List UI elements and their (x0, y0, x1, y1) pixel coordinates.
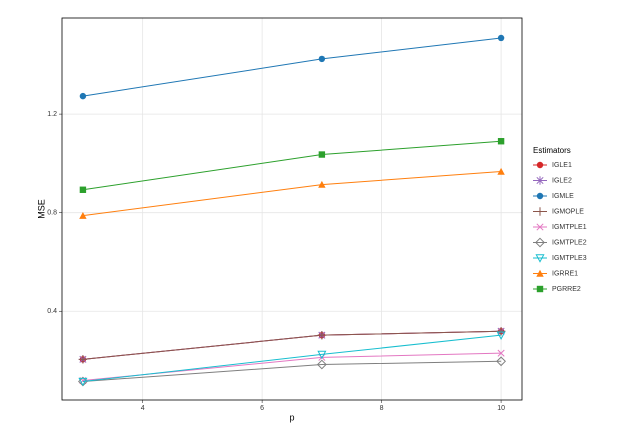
marker (318, 55, 326, 63)
legend-item: IGMTPLE3 (533, 254, 587, 263)
marker (497, 34, 505, 42)
legend-label: IGMOPLE (552, 208, 584, 215)
y-axis-title: MSE (36, 199, 46, 219)
x-axis-title: p (289, 412, 294, 422)
marker-shape (536, 192, 544, 200)
legend-item: PGRRE2 (533, 285, 581, 293)
marker (497, 167, 505, 175)
marker-shape (535, 254, 545, 263)
marker (496, 327, 506, 336)
marker (316, 359, 327, 370)
legend-item: IGMTPLE2 (533, 237, 587, 248)
legend-item: IGMOPLE (533, 207, 584, 216)
marker-shape (497, 34, 505, 42)
x-tick-label: 8 (380, 405, 384, 412)
legend-label: IGMTPLE2 (552, 239, 587, 246)
marker-shape (79, 186, 87, 193)
marker-shape (318, 151, 326, 158)
series-line (82, 360, 502, 383)
marker-shape (535, 207, 545, 216)
marker-shape (79, 211, 87, 219)
plot-frame (61, 17, 523, 401)
marker-shape (316, 359, 327, 370)
marker-shape (535, 237, 545, 248)
marker (497, 349, 505, 357)
marker-shape (317, 350, 327, 360)
marker (496, 331, 506, 340)
legend-item: IGLE1 (533, 161, 572, 169)
legend-title: Estimators (533, 146, 571, 155)
marker (78, 377, 88, 387)
marker (536, 269, 544, 277)
marker-shape (536, 269, 544, 277)
marker-shape (536, 223, 544, 231)
marker (535, 237, 545, 248)
legend-label: IGMLE (552, 193, 574, 200)
marker (535, 254, 545, 263)
legend-label: PGRRE2 (552, 286, 581, 293)
marker-shape (497, 138, 505, 145)
marker (535, 207, 545, 216)
x-tick-label: 6 (260, 405, 264, 412)
legend-item: IGLE2 (533, 176, 572, 185)
x-tick-label: 4 (141, 405, 145, 412)
marker-shape (535, 176, 545, 185)
legend-label: IGLE1 (552, 162, 572, 169)
legend-label: IGMTPLE1 (552, 224, 587, 231)
marker-shape (496, 327, 506, 336)
marker (535, 176, 545, 185)
marker-shape (497, 167, 505, 175)
y-tick-label: 1.2 (47, 111, 57, 118)
marker (79, 186, 87, 193)
marker-shape (78, 377, 88, 387)
marker-shape (318, 55, 326, 63)
legend-item: IGMLE (533, 192, 574, 200)
marker-shape (317, 330, 327, 340)
marker (536, 161, 544, 169)
marker-shape (78, 355, 88, 364)
x-tick-label: 10 (497, 405, 505, 412)
legend-label: IGRRE1 (552, 270, 578, 277)
marker (317, 350, 327, 360)
marker (536, 223, 544, 231)
marker-shape (79, 92, 87, 100)
y-tick-label: 0.4 (47, 308, 57, 315)
marker-shape (536, 285, 544, 293)
legend-item: IGRRE1 (533, 269, 578, 277)
marker (317, 330, 327, 340)
marker (536, 192, 544, 200)
marker (497, 138, 505, 145)
marker-shape (496, 331, 506, 340)
marker (536, 285, 544, 293)
marker-shape (496, 356, 506, 367)
marker-shape (536, 161, 544, 169)
legend-item: IGMTPLE1 (533, 223, 587, 231)
series-line (82, 334, 502, 383)
marker (78, 355, 88, 364)
marker (79, 211, 87, 219)
marker-shape (497, 349, 505, 357)
marker-shape (318, 180, 326, 188)
marker (79, 92, 87, 100)
legend-label: IGLE2 (552, 177, 572, 184)
y-tick-label: 0.8 (47, 210, 57, 217)
marker (318, 180, 326, 188)
marker (318, 151, 326, 158)
marker (496, 356, 506, 367)
legend-label: IGMTPLE3 (552, 255, 587, 262)
